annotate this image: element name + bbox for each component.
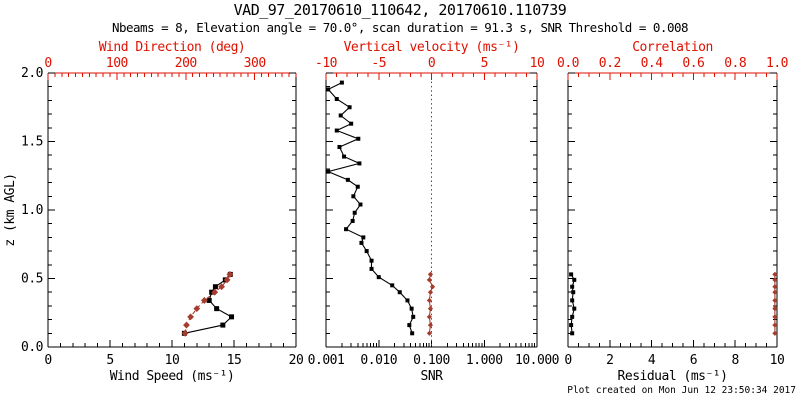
svg-text:-5: -5 [371,56,386,71]
svg-text:0.6: 0.6 [682,56,704,71]
svg-text:1.5: 1.5 [21,135,43,150]
svg-text:300: 300 [244,56,266,71]
svg-text:0: 0 [428,56,435,71]
svg-text:1.0: 1.0 [766,56,788,71]
svg-text:5: 5 [106,353,113,368]
svg-text:0: 0 [564,353,571,368]
svg-text:10: 10 [530,56,545,71]
plot-created-timestamp: Plot created on Mon Jun 12 23:50:34 2017 [567,385,796,396]
panel-wind: 0 5 10 15 20 Wind Speed (ms⁻¹) 0 100 200 300Wind … [21,40,304,384]
svg-text:10: 10 [770,353,785,368]
svg-text:0.0: 0.0 [557,56,579,71]
series-vertical-velocity [426,271,436,336]
svg-text:-10: -10 [315,56,337,71]
axis-label-residual-bottom: Residual (ms⁻¹) [618,369,728,384]
axis-label-snr-top: Vertical velocity (ms⁻¹) [344,40,520,55]
series-residual [569,272,577,336]
svg-text:10.000: 10.000 [515,353,559,368]
panel-residual: 0 2 4 6 8 10 Residual (ms⁻¹) 0.0 0.2 0.4 0.6 0.8 1.0… [557,40,788,384]
svg-text:2: 2 [606,353,613,368]
svg-text:0.0: 0.0 [21,340,43,355]
svg-text:0.8: 0.8 [724,56,746,71]
y-axis-label: z (km AGL) [3,173,18,246]
series-wind-direction [181,270,234,337]
plot-subtitle: Nbeams = 8, Elevation angle = 70.0°, sca… [111,20,689,35]
svg-text:1.000: 1.000 [466,353,503,368]
axes-wind [47,72,297,348]
svg-text:0.001: 0.001 [308,353,345,368]
svg-text:0.5: 0.5 [21,272,43,287]
svg-text:0.2: 0.2 [599,56,621,71]
axis-label-wind-top: Wind Direction (deg) [99,40,246,55]
svg-text:100: 100 [106,56,128,71]
svg-text:2.0: 2.0 [21,66,43,81]
svg-text:0.100: 0.100 [413,353,450,368]
svg-text:0: 0 [44,56,51,71]
svg-text:5: 5 [481,56,488,71]
series-snr [326,80,416,336]
series-correlation [772,271,778,336]
axis-label-residual-top: Correlation [632,40,713,55]
svg-text:20: 20 [289,353,304,368]
svg-text:10: 10 [165,353,180,368]
svg-text:1.0: 1.0 [21,203,43,218]
svg-text:6: 6 [690,353,697,368]
svg-text:8: 8 [732,353,739,368]
svg-text:0: 0 [44,353,51,368]
axis-label-wind-bottom: Wind Speed (ms⁻¹) [110,369,235,384]
svg-text:200: 200 [175,56,197,71]
svg-text:0.4: 0.4 [641,56,664,71]
axes-residual [567,72,778,348]
svg-text:4: 4 [648,353,656,368]
plot-title: VAD_97_20170610_110642, 20170610.110739 [233,1,567,19]
axis-label-snr-bottom: SNR [421,369,444,384]
axes-snr [325,72,538,348]
panel-snr: 0.001 0.010 0.100 1.000 10.000 SNR -10 -5 0 5 10 Ve… [308,40,560,384]
svg-text:15: 15 [227,353,242,368]
svg-text:0.010: 0.010 [360,353,397,368]
